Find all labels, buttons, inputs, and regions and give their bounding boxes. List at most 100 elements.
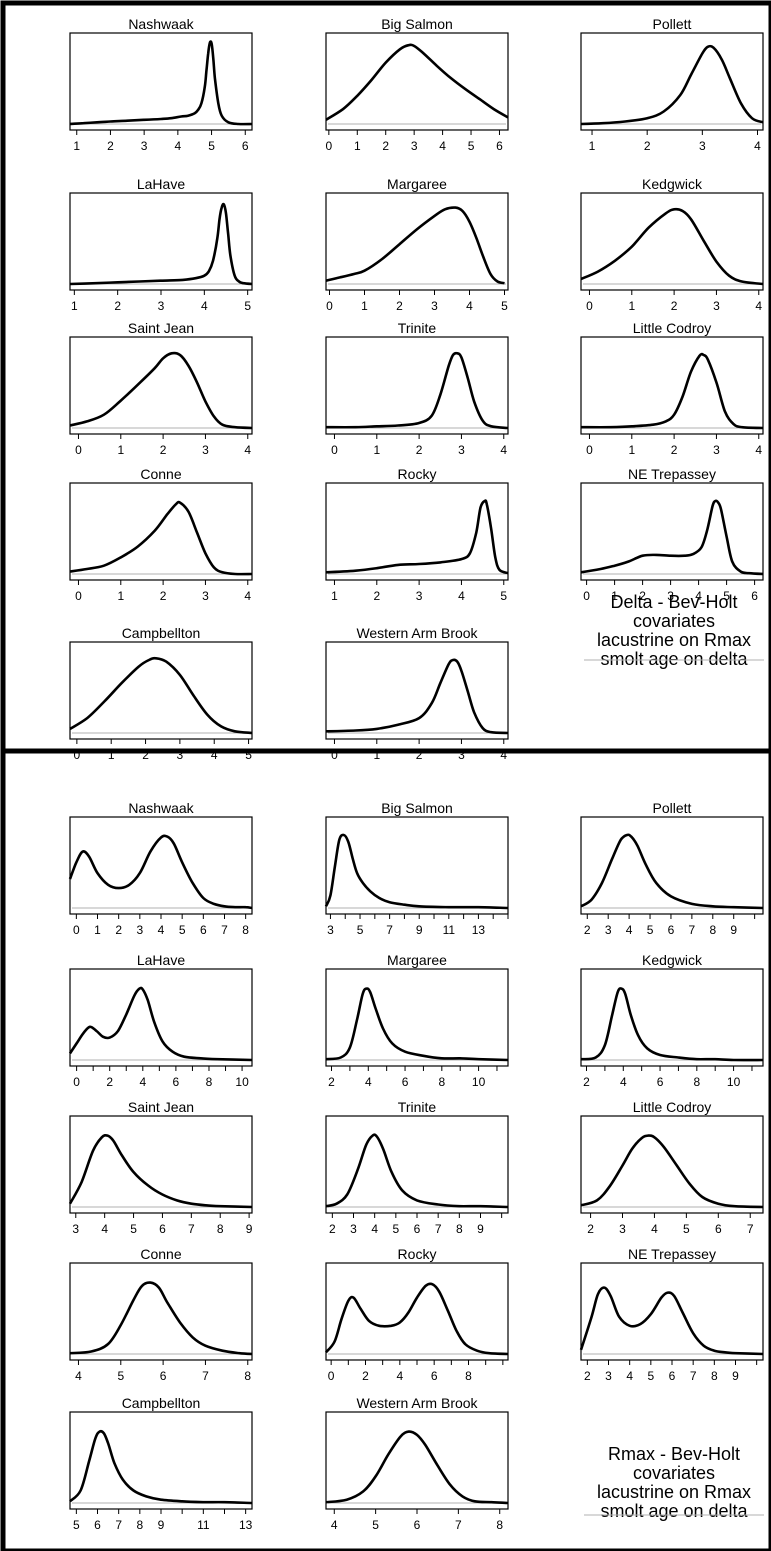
panel-title: Trinite (398, 320, 437, 336)
density-curve (325, 351, 509, 430)
panel: Kedgwick 0 1 2 3 4 (580, 176, 764, 313)
x-tick-label: 9 (732, 1369, 739, 1383)
x-tick-label: 3 (177, 748, 184, 762)
x-tick-label: 3 (416, 589, 423, 603)
caption-line: covariates (633, 1463, 715, 1483)
panel-title: LaHave (137, 952, 185, 968)
panel-title: NE Trepassey (628, 466, 716, 482)
x-tick-label: 5 (244, 299, 251, 313)
x-tick-label: 1 (589, 139, 596, 153)
x-tick-label: 2 (114, 299, 121, 313)
x-tick-label: 3 (136, 923, 143, 937)
caption-line: lacustrine on Rmax (597, 630, 751, 650)
x-tick-label: 6 (160, 1369, 167, 1383)
density-curve (580, 987, 764, 1062)
x-tick-label: 6 (94, 1518, 101, 1532)
x-tick-label: 1 (628, 299, 635, 313)
x-tick-label: 3 (619, 1222, 626, 1236)
x-tick-label: 9 (477, 1222, 484, 1236)
density-curve (68, 834, 253, 910)
x-tick-label: 2 (416, 748, 423, 762)
panel-frame (325, 1411, 509, 1510)
x-tick-label: 4 (626, 923, 633, 937)
x-tick-label: 8 (438, 1075, 445, 1089)
x-tick-label: 10 (472, 1075, 486, 1089)
panel: Rocky 1 2 3 4 5 (325, 466, 509, 603)
panel-title: Trinite (398, 1099, 437, 1115)
x-tick-label: 4 (755, 443, 762, 457)
panel-frame (69, 482, 253, 581)
panel: Nashwaak 0 1 2 3 4 5 6 7 8 (68, 800, 253, 937)
x-tick-label: 2 (584, 1369, 591, 1383)
caption-line: Rmax - Bev-Holt (608, 1444, 740, 1464)
panel: Rocky 0 2 4 6 8 (324, 1246, 509, 1383)
panel-frame (325, 1262, 509, 1361)
density-curve (69, 1281, 253, 1356)
x-tick-label: 6 (669, 1369, 676, 1383)
x-tick-label: 8 (244, 1369, 251, 1383)
panel: Western Arm Brook 4 5 6 7 8 (325, 1395, 509, 1532)
density-curve (68, 986, 253, 1062)
x-tick-label: 7 (221, 923, 228, 937)
panel-frame (580, 192, 764, 291)
x-tick-label: 3 (605, 1369, 612, 1383)
x-tick-label: 6 (200, 923, 207, 937)
x-tick-label: 5 (117, 1369, 124, 1383)
x-tick-label: 4 (371, 1222, 378, 1236)
panel-title: Big Salmon (381, 800, 453, 816)
panel-frame (325, 968, 509, 1067)
x-tick-label: 9 (246, 1222, 253, 1236)
x-tick-label: 7 (202, 1369, 209, 1383)
x-tick-label: 2 (644, 139, 651, 153)
x-tick-label: 5 (73, 1518, 80, 1532)
x-tick-label: 7 (386, 923, 393, 937)
x-tick-label: 9 (416, 923, 423, 937)
x-tick-label: 5 (357, 923, 364, 937)
x-tick-label: 4 (439, 139, 446, 153)
x-tick-label: 0 (75, 443, 82, 457)
panel-title: Campbellton (122, 1395, 201, 1411)
x-tick-label: 3 (202, 443, 209, 457)
x-tick-label: 5 (392, 1222, 399, 1236)
panel-frame (580, 968, 764, 1067)
x-tick-label: 2 (142, 748, 149, 762)
x-tick-label: 2 (584, 923, 591, 937)
x-tick-label: 7 (690, 1369, 697, 1383)
density-curve (325, 658, 509, 735)
density-curve (325, 499, 509, 575)
panel: Margaree 2 4 6 8 10 (325, 952, 509, 1089)
x-tick-label: 9 (730, 923, 737, 937)
density-curve (325, 1133, 509, 1209)
x-tick-label: 0 (586, 299, 593, 313)
panel-title: Kedgwick (642, 952, 703, 968)
x-tick-label: 1 (354, 139, 361, 153)
x-tick-label: 8 (709, 923, 716, 937)
panel-frame (69, 641, 253, 740)
x-tick-label: 3 (158, 299, 165, 313)
x-tick-label: 6 (159, 1222, 166, 1236)
x-tick-label: 4 (651, 1222, 658, 1236)
panel: NE Trepassey 2 3 4 5 6 7 8 9 (579, 1246, 764, 1383)
x-tick-label: 13 (472, 923, 486, 937)
x-tick-label: 2 (671, 443, 678, 457)
x-tick-label: 2 (396, 299, 403, 313)
panel-frame (580, 336, 764, 435)
x-tick-label: 0 (326, 299, 333, 313)
panel-title: NE Trepassey (628, 1246, 716, 1262)
x-tick-label: 9 (158, 1518, 165, 1532)
x-tick-label: 5 (130, 1222, 137, 1236)
panel: Nashwaak 1 2 3 4 5 6 (69, 16, 253, 153)
caption-line: smolt age on delta (600, 1501, 748, 1521)
x-tick-label: 8 (136, 1518, 143, 1532)
panel-frame (69, 1411, 253, 1510)
x-tick-label: 4 (101, 1222, 108, 1236)
x-tick-label: 4 (139, 1075, 146, 1089)
x-tick-label: 5 (501, 299, 508, 313)
lower-figure-frame (0, 748, 771, 1551)
x-tick-label: 0 (331, 748, 338, 762)
x-tick-label: 5 (208, 139, 215, 153)
x-tick-label: 7 (455, 1518, 462, 1532)
panel-title: Pollett (653, 16, 692, 32)
